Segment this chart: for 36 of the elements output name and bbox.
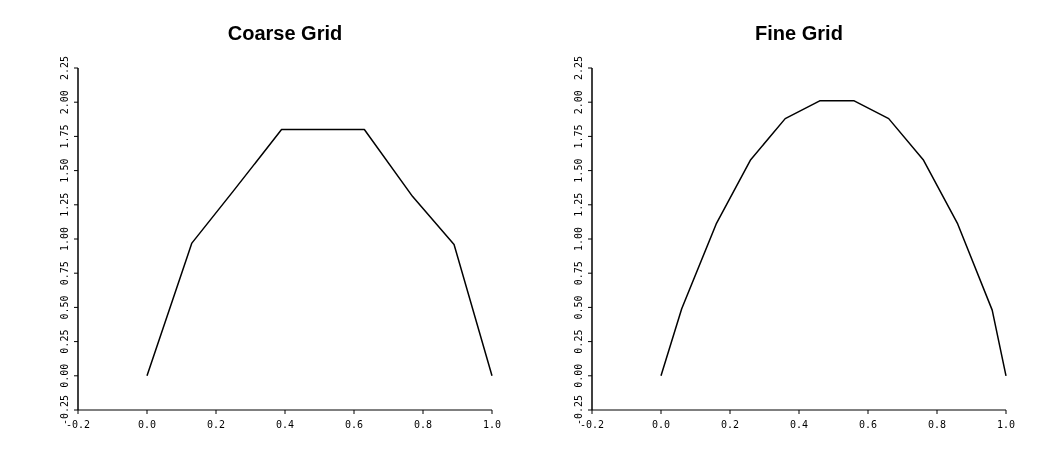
y-tick-label: 2.00 (59, 90, 70, 115)
y-tick-label: 0.00 (573, 363, 584, 388)
x-tick-label: 0.4 (789, 419, 809, 430)
x-tick-label: 0.2 (206, 419, 226, 430)
x-tick-label: 0.2 (720, 419, 740, 430)
y-tick-label: 1.75 (59, 124, 70, 149)
y-tick-label: 1.00 (59, 226, 70, 252)
y-tick-label: 0.00 (59, 363, 70, 388)
y-tick-label: 0.75 (59, 261, 70, 286)
x-tick-label: 0.0 (137, 419, 157, 430)
y-tick-label: 0.25 (59, 329, 70, 354)
x-tick-label: 0.8 (413, 419, 433, 430)
y-tick-label: 1.25 (573, 192, 584, 217)
x-tick-label: 0.4 (275, 419, 295, 430)
y-tick-label: 0.50 (59, 295, 70, 320)
line-series (146, 128, 493, 377)
y-tick-label: 1.75 (573, 124, 584, 149)
y-tick-label: 1.50 (59, 158, 70, 183)
y-tick-label: 2.25 (59, 55, 70, 81)
chart-title: Coarse Grid (227, 22, 343, 44)
y-tick-label: 1.25 (59, 192, 70, 217)
y-tick-label: 1.50 (573, 158, 584, 183)
y-tick-label: 2.25 (573, 55, 584, 81)
y-tick-label: 2.00 (573, 90, 584, 115)
x-tick-label: 1.0 (996, 419, 1016, 430)
x-tick-label: 0.8 (927, 419, 947, 430)
x-tick-label: 0.0 (651, 419, 671, 430)
y-tick-label: 0.50 (573, 295, 584, 320)
line-series (660, 100, 1007, 377)
x-tick-label: 1.0 (482, 419, 502, 430)
chart-title: Fine Grid (755, 22, 843, 44)
y-tick-label: 0.25 (573, 329, 584, 354)
y-tick-label: 1.00 (573, 226, 584, 252)
x-tick-label: 0.6 (344, 419, 364, 430)
y-tick-label: 0.75 (573, 261, 584, 286)
x-tick-label: 0.6 (858, 419, 878, 430)
